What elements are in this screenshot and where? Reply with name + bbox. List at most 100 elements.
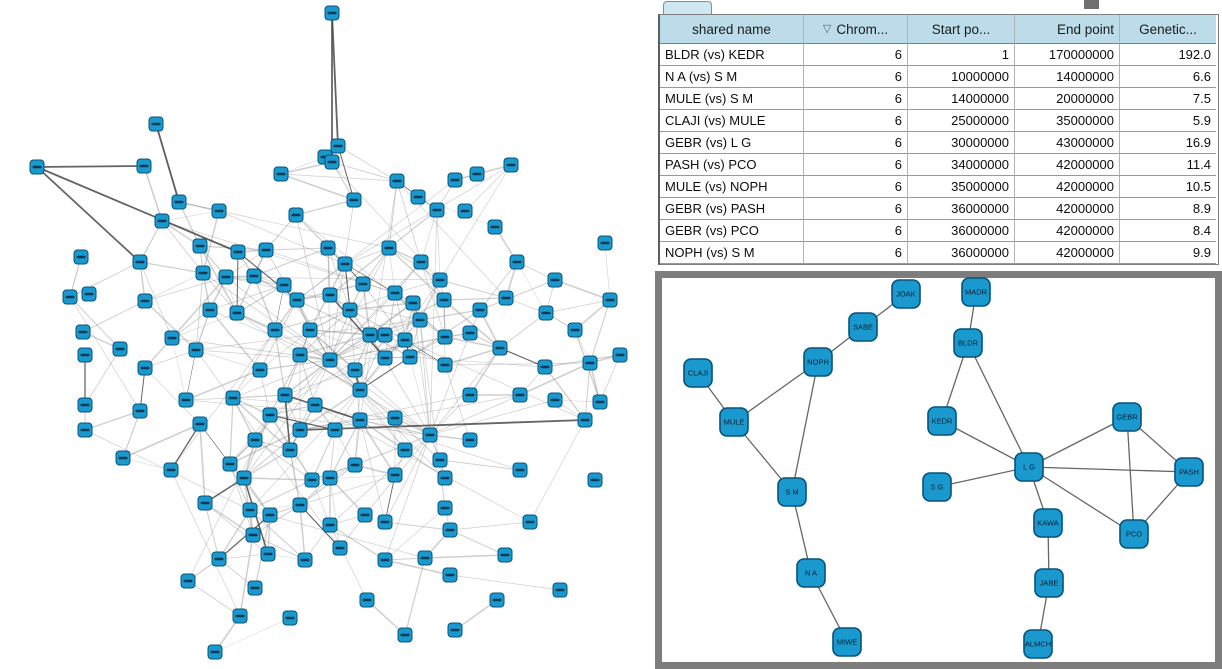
- graph-edge[interactable]: [449, 529, 506, 556]
- graph-edge[interactable]: [295, 214, 331, 361]
- graph-edge[interactable]: [187, 580, 241, 617]
- graph-edge[interactable]: [232, 394, 286, 399]
- graph-edge[interactable]: [329, 524, 386, 561]
- graph-edge[interactable]: [359, 334, 386, 391]
- graph-edge[interactable]: [329, 247, 390, 361]
- graph-edge[interactable]: [329, 336, 446, 361]
- graph-edge-S G-L G[interactable]: [936, 466, 1030, 488]
- graph-edge[interactable]: [259, 359, 331, 371]
- graph-edge[interactable]: [259, 329, 311, 371]
- graph-edge[interactable]: [139, 261, 173, 339]
- graph-edge[interactable]: [36, 166, 141, 263]
- graph-edge[interactable]: [299, 419, 586, 431]
- graph-node-PASH[interactable]: [1174, 457, 1204, 487]
- graph-edge[interactable]: [185, 349, 197, 401]
- graph-edge[interactable]: [229, 463, 251, 511]
- graph-edge[interactable]: [218, 514, 271, 560]
- graph-edge[interactable]: [209, 309, 261, 371]
- graph-edge[interactable]: [296, 263, 346, 301]
- graph-node-S G[interactable]: [922, 472, 952, 502]
- graph-edge[interactable]: [269, 354, 301, 416]
- graph-edge[interactable]: [384, 434, 431, 523]
- column-header[interactable]: Genetic...: [1120, 15, 1216, 44]
- graph-edge[interactable]: [229, 359, 331, 465]
- graph-edge[interactable]: [195, 272, 204, 351]
- graph-edge[interactable]: [170, 469, 241, 617]
- graph-edge[interactable]: [329, 359, 431, 436]
- table-row[interactable]: MULE (vs) S M 6 14000000 20000000 7.5: [660, 88, 1218, 110]
- graph-edge[interactable]: [419, 319, 431, 436]
- graph-edge-GEBR-L G[interactable]: [1028, 416, 1128, 468]
- graph-edge[interactable]: [299, 504, 306, 561]
- graph-node-MULE[interactable]: [719, 407, 749, 437]
- graph-edge[interactable]: [429, 399, 556, 436]
- table-tab[interactable]: [663, 1, 712, 14]
- graph-edge[interactable]: [384, 507, 446, 561]
- graph-edge[interactable]: [329, 199, 355, 361]
- graph-node-JABE[interactable]: [1034, 568, 1064, 598]
- graph-edge[interactable]: [384, 434, 431, 561]
- graph-edge[interactable]: [171, 276, 227, 339]
- graph-edge[interactable]: [171, 312, 238, 339]
- graph-edge[interactable]: [299, 354, 316, 406]
- graph-edge[interactable]: [122, 457, 172, 471]
- graph-edge[interactable]: [143, 165, 163, 222]
- graph-edge[interactable]: [604, 242, 611, 301]
- graph-edge[interactable]: [254, 439, 313, 481]
- graph-edge[interactable]: [344, 164, 512, 265]
- graph-edge[interactable]: [384, 559, 451, 576]
- graph-edge[interactable]: [265, 249, 396, 294]
- column-header[interactable]: ▽ Chrom...: [804, 15, 908, 44]
- graph-edge[interactable]: [202, 272, 331, 361]
- graph-edge[interactable]: [243, 449, 291, 479]
- graph-edge[interactable]: [329, 524, 368, 601]
- graph-edge[interactable]: [299, 334, 371, 356]
- graph-node-N A[interactable]: [796, 558, 826, 588]
- graph-edge[interactable]: [269, 414, 431, 436]
- graph-edge[interactable]: [144, 367, 201, 425]
- graph-edge[interactable]: [170, 423, 201, 471]
- graph-edge[interactable]: [329, 359, 406, 451]
- graph-edge[interactable]: [519, 362, 591, 396]
- graph-edge[interactable]: [331, 12, 339, 147]
- graph-edge[interactable]: [236, 251, 239, 314]
- graph-edge[interactable]: [161, 220, 204, 274]
- graph-edge[interactable]: [469, 347, 501, 396]
- graph-edge[interactable]: [195, 349, 261, 371]
- graph-edge[interactable]: [409, 356, 546, 368]
- graph-edge[interactable]: [337, 145, 355, 201]
- graph-edge[interactable]: [362, 283, 371, 336]
- graph-edge[interactable]: [449, 574, 561, 591]
- graph-edge[interactable]: [243, 429, 301, 479]
- graph-edge[interactable]: [144, 276, 227, 302]
- network-overview-panel[interactable]: [0, 0, 652, 669]
- graph-edge[interactable]: [249, 479, 313, 511]
- graph-edge[interactable]: [331, 161, 398, 182]
- graph-edge[interactable]: [444, 336, 501, 349]
- graph-edge[interactable]: [253, 275, 276, 331]
- graph-edge[interactable]: [449, 521, 531, 531]
- graph-edge[interactable]: [289, 449, 301, 506]
- graph-edge[interactable]: [284, 369, 356, 396]
- graph-edge[interactable]: [359, 419, 396, 476]
- graph-node-KEDR[interactable]: [927, 406, 957, 436]
- graph-edge[interactable]: [204, 502, 254, 536]
- graph-edge[interactable]: [444, 347, 501, 366]
- graph-edge[interactable]: [544, 366, 586, 421]
- graph-edge[interactable]: [225, 276, 331, 361]
- graph-edge[interactable]: [545, 299, 611, 314]
- graph-edge[interactable]: [362, 283, 406, 341]
- graph-edge[interactable]: [144, 349, 197, 369]
- graph-edge[interactable]: [144, 272, 204, 302]
- graph-edge[interactable]: [296, 179, 456, 301]
- graph-edge[interactable]: [584, 362, 591, 421]
- graph-edge[interactable]: [329, 294, 386, 359]
- graph-edge[interactable]: [69, 261, 141, 298]
- graph-edge[interactable]: [439, 459, 521, 471]
- table-row[interactable]: PASH (vs) PCO 6 34000000 42000000 11.4: [660, 154, 1218, 176]
- column-header[interactable]: Start po...: [908, 15, 1015, 44]
- graph-edge[interactable]: [359, 419, 386, 523]
- graph-node-NOPH[interactable]: [803, 347, 833, 377]
- graph-edge[interactable]: [439, 279, 507, 299]
